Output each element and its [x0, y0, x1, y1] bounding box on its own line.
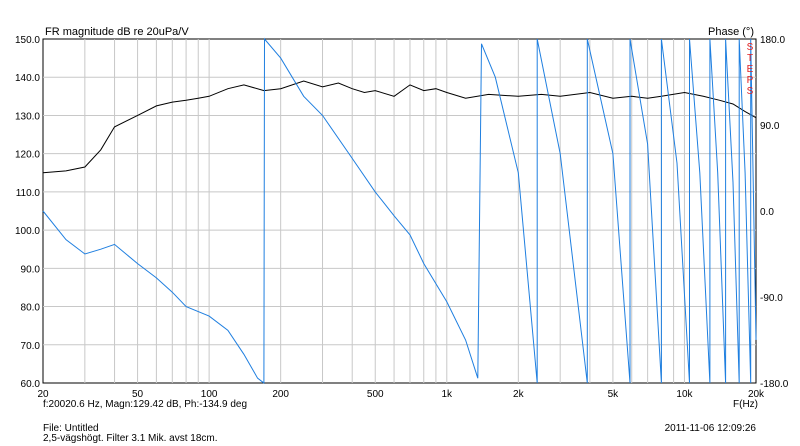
- phase-tick-label: -180.0: [760, 379, 789, 390]
- x-tick-label: 10k: [676, 389, 693, 400]
- series-group: [42, 37, 757, 385]
- y-tick-label: 120.0: [15, 150, 40, 161]
- y-tick-label: 130.0: [15, 111, 40, 122]
- x-tick-label: 50: [132, 389, 144, 400]
- x-axis-label: F(Hz): [733, 399, 758, 410]
- y-tick-label: 150.0: [15, 35, 40, 46]
- grid: [43, 39, 756, 383]
- phase-tick-label: 90.0: [760, 121, 780, 132]
- y-tick-label: 100.0: [15, 226, 40, 237]
- x-tick-label: 5k: [608, 389, 620, 400]
- magnitude-line: [42, 80, 757, 174]
- x-tick-label: 2k: [513, 389, 525, 400]
- y-tick-label: 140.0: [15, 73, 40, 84]
- cursor-readout: f:20020.6 Hz, Magn:129.42 dB, Ph:-134.9 …: [43, 399, 248, 410]
- phase-line: [42, 37, 757, 385]
- plot-area: [42, 38, 757, 384]
- x-tick-label: 100: [201, 389, 218, 400]
- steps-label: STEPS: [746, 42, 754, 97]
- chart-title: FR magnitude dB re 20uPa/V: [45, 26, 189, 38]
- phase-tick-label: 0.0: [760, 207, 774, 218]
- y-tick-label: 110.0: [16, 188, 41, 199]
- phase-tick-label: 180.0: [760, 35, 785, 46]
- file-label: File: Untitled: [43, 423, 99, 434]
- x-tick-label: 1k: [442, 389, 454, 400]
- y-tick-label: 80.0: [21, 303, 41, 314]
- timestamp: 2011-11-06 12:09:26: [664, 423, 756, 434]
- y-tick-label: 70.0: [21, 341, 41, 352]
- file-description: 2,5-vägshögt. Filter 3.1 Mik. avst 18cm.: [43, 433, 218, 444]
- y-tick-label: 60.0: [21, 379, 41, 390]
- phase-axis-label: Phase (°): [708, 26, 754, 38]
- x-tick-label: 200: [272, 389, 289, 400]
- x-tick-label: 500: [367, 389, 384, 400]
- x-tick-label: 20k: [748, 389, 765, 400]
- y-tick-label: 90.0: [21, 264, 41, 275]
- phase-tick-label: -90.0: [760, 293, 783, 304]
- tick-labels: 20 50 100 200 500 1k 2k 5k 10k 20k 60.0 70.0 80.0 90.…: [15, 35, 789, 400]
- x-tick-label: 20: [37, 389, 49, 400]
